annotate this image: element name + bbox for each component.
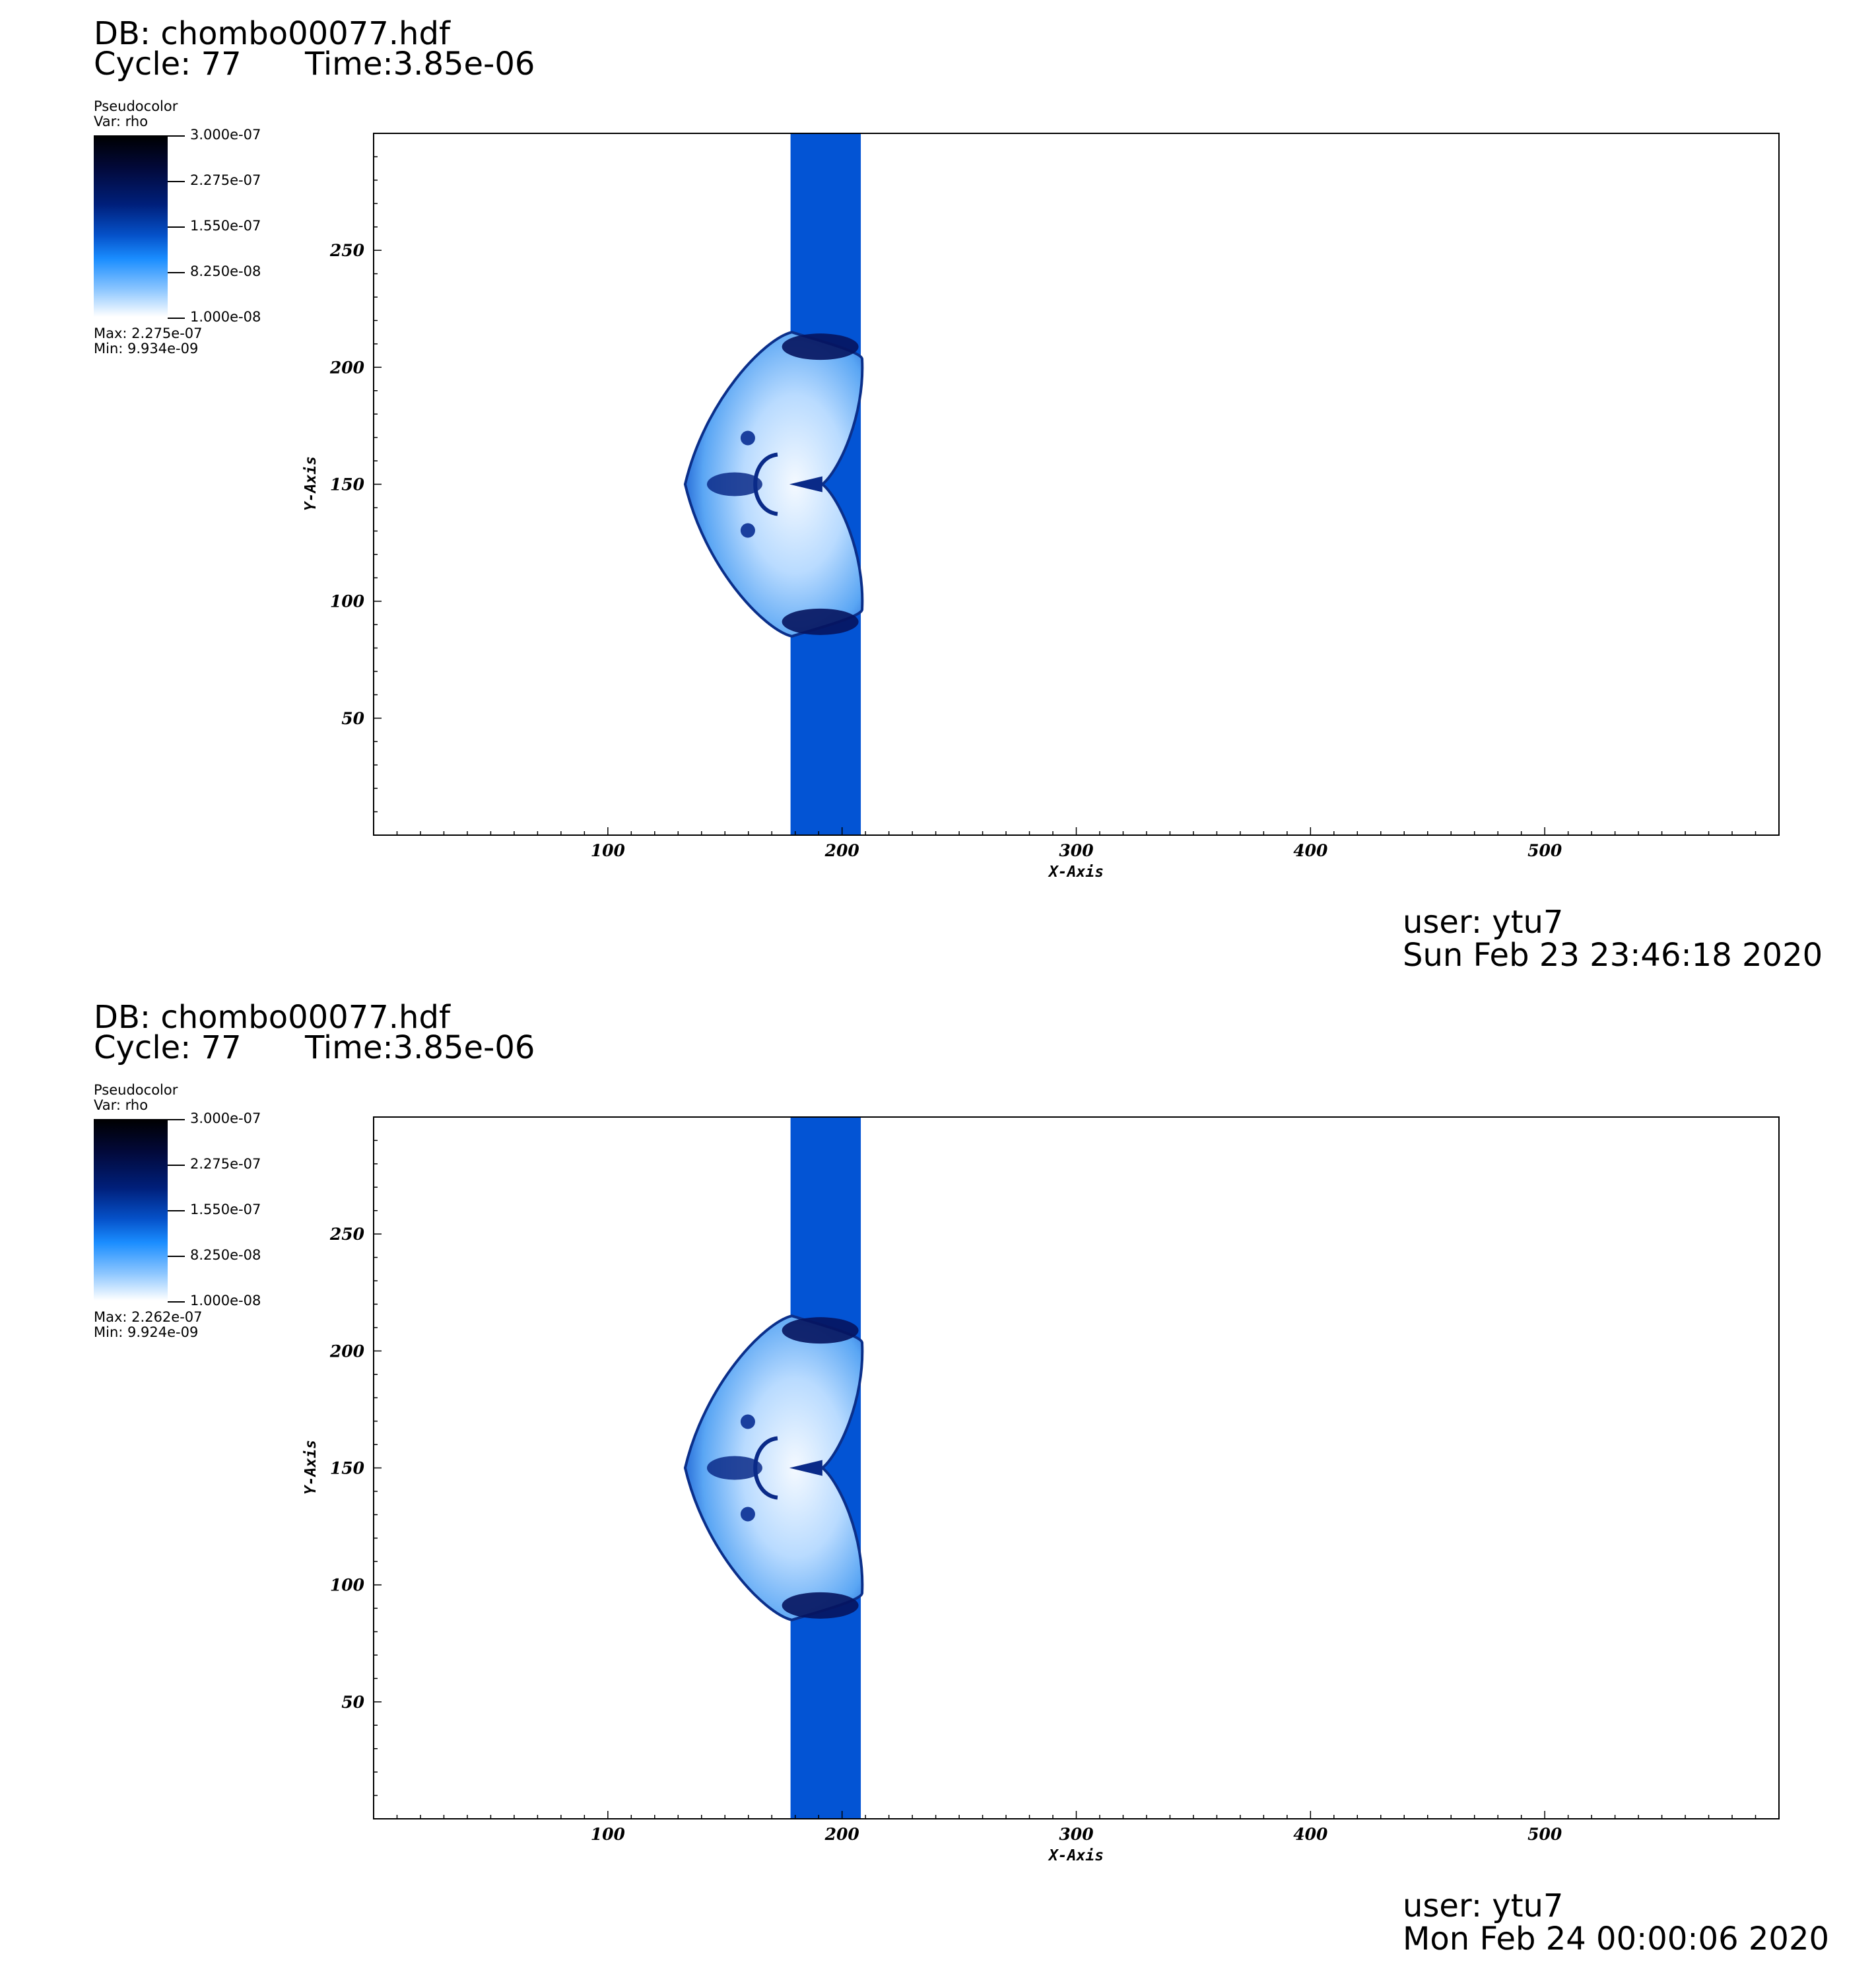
vortex-blob [740,1414,755,1429]
y-tick-label: 250 [329,1225,365,1244]
plot-panel: DB: chombo00077.hdf Cycle: 77 Time:3.85e… [0,0,1876,984]
y-axis-title: Y-Axis [302,1440,319,1495]
y-tick-label: 200 [329,358,365,377]
time-label: Time:3.85e-06 [305,46,535,83]
x-tick-label: 300 [1059,1825,1094,1844]
y-tick-label: 200 [329,1342,365,1361]
x-tick-label: 400 [1293,1825,1328,1844]
colorbar-tick [168,1165,185,1166]
vortex-core [706,472,762,496]
x-tick-label: 100 [591,1825,626,1844]
colorbar [94,135,168,317]
y-tick-label: 50 [341,709,364,728]
dense-cap-bottom [782,608,859,635]
db-label: DB: chombo00077.hdf [94,15,450,52]
x-tick-label: 100 [591,841,626,860]
colorbar-tick-label: 2.275e-07 [190,1156,261,1172]
colorbar-tick [168,1210,185,1211]
dense-cap-top [782,1317,859,1344]
x-tick-label: 500 [1527,1825,1562,1844]
legend-var-label: Var: rho [94,1097,149,1113]
colorbar-tick [168,181,185,182]
colorbar-tick [168,272,185,273]
date-label: Mon Feb 24 00:00:06 2020 [1403,1920,1830,1957]
db-label: DB: chombo00077.hdf [94,999,450,1036]
y-tick-label: 100 [330,1576,365,1595]
cycle-label: Cycle: 77 Time:3.85e-06 [94,1029,535,1066]
vortex-ring [753,1436,778,1500]
y-tick-label: 50 [341,1693,364,1712]
dense-cap-top [782,333,859,360]
y-tick-label: 100 [330,592,365,611]
x-axis-title: X-Axis [1048,1847,1104,1864]
y-tick-label: 150 [330,1459,365,1478]
x-axis-title: X-Axis [1048,864,1104,881]
cycle-label: Cycle: 77 Time:3.85e-06 [94,46,535,83]
colorbar-tick-label: 3.000e-07 [190,1110,261,1126]
plot-svg: 100 200 300 400 500 50 100 150 200 250 X-Axis Y-Axi… [302,133,1780,881]
cycle-value: Cycle: 77 [94,46,242,83]
x-tick-label: 200 [824,841,860,860]
time-label: Time:3.85e-06 [305,1029,535,1066]
x-tick-label: 200 [824,1825,860,1844]
colorbar-tick [168,1256,185,1257]
legend-plot-type: Pseudocolor [94,1082,178,1098]
plot-frame [373,1116,1780,1819]
vortex-core [706,1456,762,1480]
colorbar-tick-label: 8.250e-08 [190,1247,261,1263]
user-label: user: ytu7 [1403,904,1564,941]
vortex-blob [740,430,755,446]
colorbar-tick-label: 1.550e-07 [190,1202,261,1217]
x-tick-label: 500 [1527,841,1562,860]
jet-tip [789,1460,822,1476]
colorbar-tick-label: 2.275e-07 [190,172,261,188]
vortex-ring [753,452,778,516]
legend-min: Min: 9.924e-09 [94,1324,199,1340]
vortex-blob [740,1507,755,1522]
date-label: Sun Feb 23 23:46:18 2020 [1403,937,1823,974]
legend-var-label: Var: rho [94,114,149,129]
legend-max: Max: 2.275e-07 [94,325,203,341]
legend-min: Min: 9.934e-09 [94,341,199,357]
colorbar-tick-label: 1.000e-08 [190,309,261,325]
colorbar-tick [168,135,185,137]
plot-svg: 100 200 300 400 500 50 100 150 200 250 X-Axis Y-Axi… [302,1116,1780,1864]
colorbar-tick-label: 1.000e-08 [190,1293,261,1308]
colorbar-tick-label: 1.550e-07 [190,218,261,234]
shocked-bubble [683,331,864,638]
vortex-blob [740,523,755,538]
y-axis-title: Y-Axis [302,456,319,511]
plot-frame [373,133,1780,836]
x-tick-label: 300 [1059,841,1094,860]
dense-cap-bottom [782,1592,859,1619]
legend-plot-type: Pseudocolor [94,98,178,114]
x-tick-label: 400 [1293,841,1328,860]
colorbar-tick-label: 8.250e-08 [190,263,261,279]
jet-tip [789,476,822,493]
plot-panel: DB: chombo00077.hdf Cycle: 77 Time:3.85e… [0,984,1876,1967]
density-field [683,133,864,835]
colorbar-tick [168,226,185,228]
colorbar-tick [168,1301,185,1303]
density-field [683,1117,864,1819]
colorbar-tick [168,1119,185,1120]
legend-max: Max: 2.262e-07 [94,1309,203,1325]
shocked-bubble [683,1314,864,1621]
y-tick-label: 250 [329,241,365,260]
cycle-value: Cycle: 77 [94,1029,242,1066]
colorbar-tick [168,318,185,319]
colorbar-tick-label: 3.000e-07 [190,127,261,143]
colorbar [94,1119,168,1301]
y-tick-label: 150 [330,475,365,494]
user-label: user: ytu7 [1403,1887,1564,1924]
